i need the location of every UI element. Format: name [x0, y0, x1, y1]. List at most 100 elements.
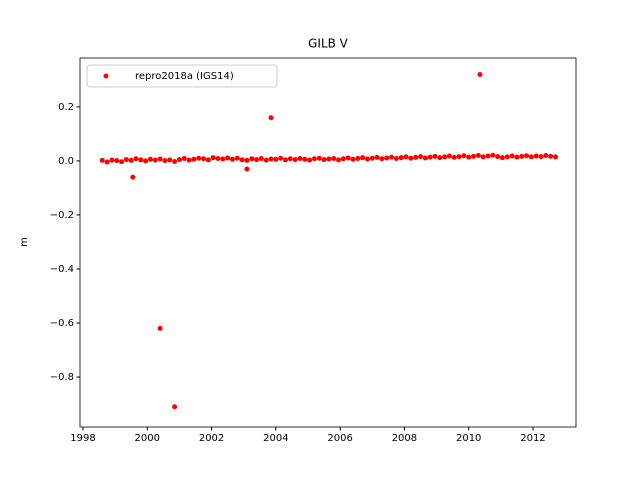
data-point [543, 153, 549, 159]
data-point [528, 154, 534, 160]
data-point [215, 155, 221, 161]
data-point [480, 154, 486, 160]
data-point [249, 156, 255, 162]
data-point [446, 153, 452, 159]
data-point [104, 159, 110, 165]
data-point [509, 153, 515, 159]
data-point [379, 156, 385, 162]
data-point [417, 154, 423, 160]
data-point [133, 156, 139, 162]
data-point [244, 157, 250, 163]
x-tick-label: 1998 [70, 433, 95, 444]
data-point [273, 156, 279, 162]
data-point [297, 155, 303, 161]
legend-label: repro2018a (IGS14) [135, 71, 234, 82]
data-point [331, 155, 337, 161]
data-point [162, 158, 168, 164]
data-point [225, 155, 231, 161]
data-point [109, 157, 115, 163]
x-tick-label: 2000 [135, 433, 160, 444]
data-point [466, 154, 472, 160]
data-point [287, 156, 293, 162]
data-point [495, 154, 501, 160]
data-point [432, 153, 438, 159]
y-tick-label: −0.6 [50, 318, 74, 329]
legend-box [86, 64, 278, 88]
data-point [147, 156, 153, 162]
data-point [345, 155, 351, 161]
data-point [119, 159, 125, 165]
data-point [282, 157, 288, 163]
data-point [278, 155, 284, 161]
data-point [326, 156, 332, 162]
data-point [548, 153, 554, 159]
x-tick-label: 2002 [199, 433, 224, 444]
data-point [340, 156, 346, 162]
x-tick-label: 2006 [327, 433, 352, 444]
data-point [374, 154, 380, 160]
data-point [389, 154, 395, 160]
data-point [393, 155, 399, 161]
data-point [167, 157, 173, 163]
data-point [234, 155, 240, 161]
data-point [191, 156, 197, 162]
data-point [321, 157, 327, 163]
data-point [316, 155, 322, 161]
data-point [364, 156, 370, 162]
data-point [461, 153, 467, 159]
data-point [254, 157, 260, 163]
data-point [138, 157, 144, 163]
y-tick-label: 0.2 [58, 102, 74, 113]
y-tick-label: −0.2 [50, 210, 74, 221]
data-point [519, 153, 525, 159]
data-point [292, 157, 298, 163]
x-tick-label: 2008 [392, 433, 417, 444]
data-point [220, 156, 226, 162]
legend-marker [103, 73, 109, 79]
data-point [355, 155, 361, 161]
data-point [427, 154, 433, 160]
data-point [196, 155, 202, 161]
data-point [485, 153, 491, 159]
data-point [128, 157, 134, 163]
x-tick-label: 2004 [263, 433, 288, 444]
data-point [422, 155, 428, 161]
data-point [360, 155, 366, 161]
data-point [172, 158, 178, 164]
data-point [504, 154, 510, 160]
data-point [229, 156, 235, 162]
data-point [157, 156, 163, 162]
data-point [263, 157, 269, 163]
data-point [336, 157, 342, 163]
data-point [456, 154, 462, 160]
data-point [181, 155, 187, 161]
plot-frame [79, 57, 577, 428]
data-point [408, 155, 414, 161]
data-point [369, 155, 375, 161]
y-tick-label: −0.4 [50, 264, 74, 275]
data-point [403, 154, 409, 160]
x-tick-label: 2010 [456, 433, 481, 444]
y-axis-label: m [19, 237, 30, 247]
data-point [413, 154, 419, 160]
data-point [157, 325, 163, 331]
data-point [302, 156, 308, 162]
data-point [172, 404, 178, 410]
data-point [152, 157, 158, 163]
data-point [258, 155, 264, 161]
data-point [499, 155, 505, 161]
data-point [186, 157, 192, 163]
data-point [201, 156, 207, 162]
x-tick-label: 2012 [520, 433, 545, 444]
y-tick-label: 0.0 [58, 156, 74, 167]
data-point [205, 157, 211, 163]
data-point [437, 155, 443, 161]
data-point [538, 154, 544, 160]
data-point [490, 152, 496, 158]
y-tick-label: −0.8 [50, 372, 74, 383]
data-point [99, 157, 105, 163]
data-point [130, 174, 136, 180]
data-point [477, 71, 483, 77]
data-point [471, 153, 477, 159]
